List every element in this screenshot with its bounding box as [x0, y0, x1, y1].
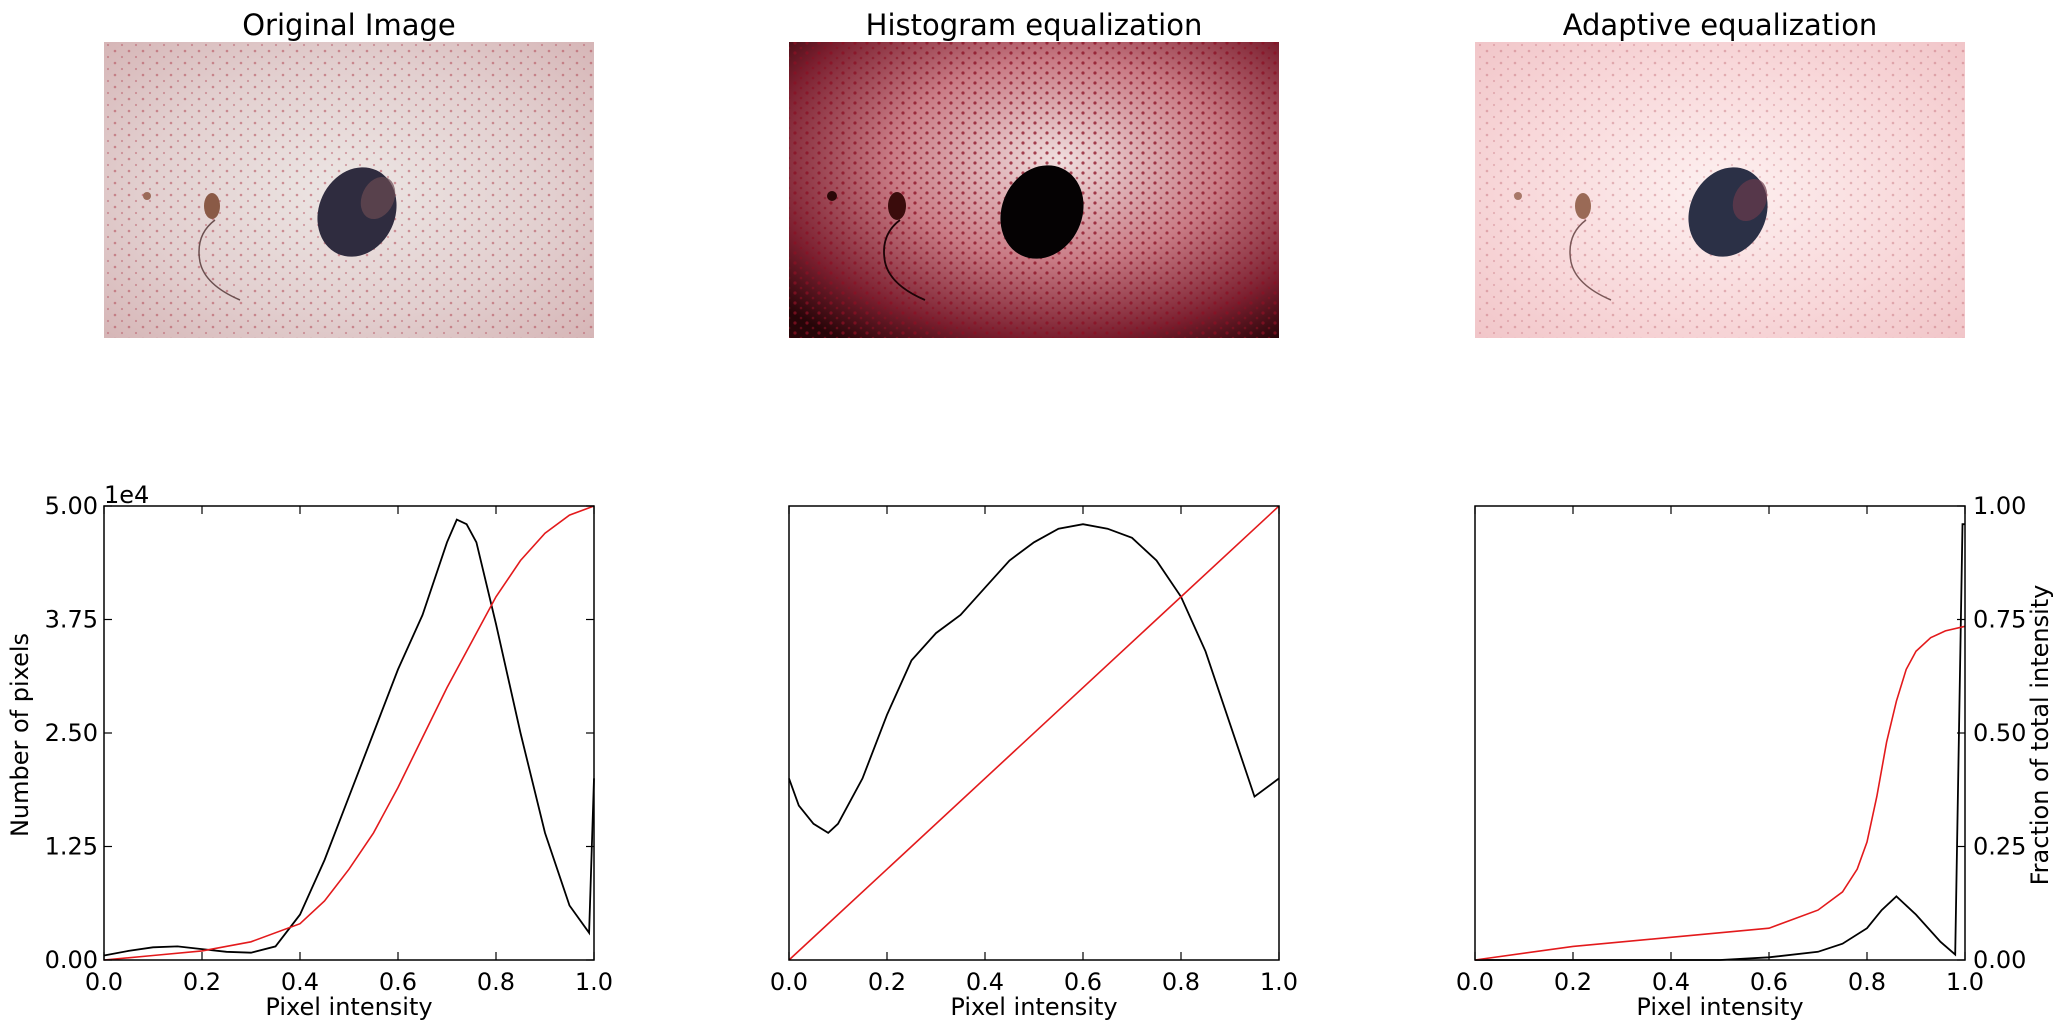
y-tick-label: 0.00: [45, 946, 98, 974]
x-tick-label: 0.6: [1064, 968, 1102, 996]
y-axis-label-original: Number of pixels: [6, 633, 34, 837]
x-tick-label: 0.4: [281, 968, 319, 996]
skin-lesion-photo-adaptive-icon: [1475, 42, 1965, 338]
histogram-line-0: [103, 518, 595, 957]
x-tick-label: 0.0: [770, 968, 808, 996]
x-tick-label: 0.2: [868, 968, 906, 996]
panel-title-adaptive-equalization: Adaptive equalization: [1563, 8, 1878, 42]
histogram-line-2: [1475, 523, 1965, 961]
x-axis-label-adaptive: Pixel intensity: [1636, 993, 1803, 1021]
histogram-plot-equalized: 0.0 0.2 0.4 0.6 0.8 1.0: [770, 505, 1298, 996]
x-tick-label: 0.8: [477, 968, 515, 996]
y-right-tick-label: 0.50: [1973, 719, 2026, 747]
cdf-line-2: [1474, 625, 1966, 961]
cdf-line-1: [788, 505, 1280, 961]
x-tick-label: 1.0: [1946, 968, 1984, 996]
y-tick-label: 1.25: [45, 833, 98, 861]
y-tick-label: 5.00: [45, 492, 98, 520]
skin-lesion-photo-equalized-icon: [789, 42, 1279, 338]
y-right-tick-label: 0.25: [1973, 833, 2026, 861]
plot-frame-2: [1474, 505, 1966, 961]
y-tick-label: 3.75: [45, 606, 98, 634]
cdf-line-0: [103, 505, 595, 961]
x-axis-label-equalized: Pixel intensity: [950, 993, 1117, 1021]
x-tick-label: 0.6: [379, 968, 417, 996]
x-tick-label: 1.0: [575, 968, 613, 996]
x-tick-label: 0.8: [1848, 968, 1886, 996]
x-tick-label: 0.4: [1652, 968, 1690, 996]
panel-title-histogram-equalization: Histogram equalization: [866, 8, 1203, 42]
y-right-tick-label: 0.75: [1973, 606, 2026, 634]
panel-title-original: Original Image: [242, 8, 456, 42]
y-offset-text: 1e4: [104, 481, 149, 509]
x-tick-label: 0.2: [1554, 968, 1592, 996]
x-tick-label: 0.4: [966, 968, 1004, 996]
x-axis-label-original: Pixel intensity: [265, 993, 432, 1021]
skin-lesion-photo-original-icon: [104, 42, 594, 338]
plot-frame-1: [788, 505, 1280, 961]
x-tick-label: 0.6: [1750, 968, 1788, 996]
y-right-tick-label: 0.00: [1973, 946, 2026, 974]
x-tick-label: 0.8: [1162, 968, 1200, 996]
x-tick-label: 0.0: [1456, 968, 1494, 996]
y-axis-label-right-adaptive: Fraction of total intensity: [2026, 585, 2054, 886]
y-right-tick-label: 1.00: [1973, 492, 2026, 520]
y-tick-label: 2.50: [45, 719, 98, 747]
x-tick-label: 0.2: [183, 968, 221, 996]
x-tick-label: 0.0: [85, 968, 123, 996]
histogram-plot-original: 0.0 0.2 0.4 0.6 0.8 1.0 0.00 1.25 2.50 3.75 5.00: [45, 492, 614, 996]
histogram-line-1: [788, 523, 1280, 835]
histogram-plot-adaptive: 0.0 0.2 0.4 0.6 0.8 1.00.00 0.25 0.50 0.75 1.00: [1456, 492, 2027, 996]
x-tick-label: 1.0: [1260, 968, 1298, 996]
